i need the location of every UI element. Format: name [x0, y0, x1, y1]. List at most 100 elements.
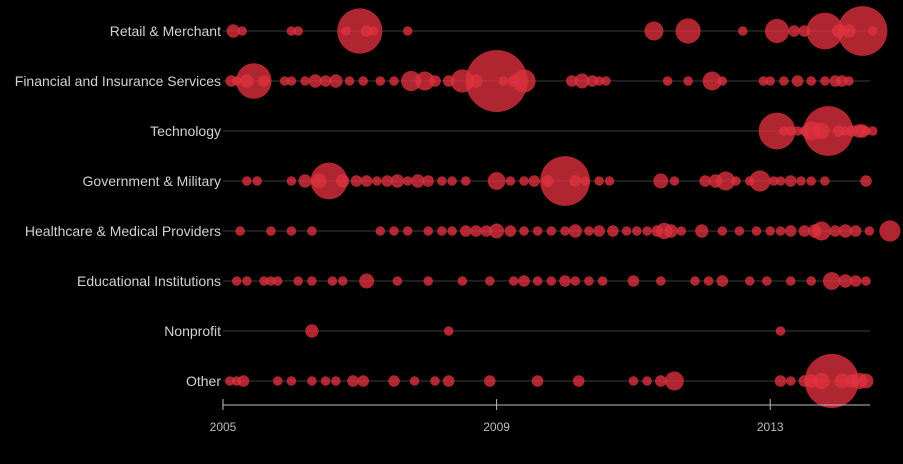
data-point[interactable]: [628, 376, 639, 386]
data-point[interactable]: [272, 276, 283, 286]
data-point[interactable]: [307, 276, 317, 286]
data-point[interactable]: [580, 176, 591, 186]
data-point[interactable]: [505, 176, 516, 186]
data-point[interactable]: [308, 74, 322, 88]
data-point[interactable]: [242, 176, 252, 186]
data-point[interactable]: [792, 126, 803, 136]
data-point[interactable]: [751, 226, 762, 236]
data-point[interactable]: [838, 274, 853, 288]
data-point[interactable]: [258, 75, 270, 87]
data-point[interactable]: [388, 375, 400, 387]
data-point[interactable]: [381, 175, 394, 187]
data-point[interactable]: [734, 226, 745, 236]
data-point[interactable]: [392, 276, 403, 286]
data-point[interactable]: [279, 76, 290, 86]
data-point[interactable]: [655, 375, 667, 387]
data-point[interactable]: [642, 226, 652, 236]
data-point[interactable]: [252, 176, 262, 186]
data-point[interactable]: [806, 276, 816, 286]
data-point[interactable]: [604, 176, 615, 186]
data-point[interactable]: [664, 224, 678, 238]
data-point[interactable]: [597, 276, 608, 286]
data-point[interactable]: [327, 276, 338, 286]
data-point[interactable]: [389, 226, 399, 236]
data-point[interactable]: [570, 276, 581, 286]
data-point[interactable]: [437, 176, 447, 186]
data-point[interactable]: [738, 26, 748, 36]
data-point[interactable]: [423, 276, 434, 286]
data-point[interactable]: [305, 324, 319, 338]
data-point[interactable]: [298, 174, 312, 188]
data-point[interactable]: [300, 76, 310, 86]
data-point[interactable]: [593, 225, 605, 237]
data-point[interactable]: [849, 225, 862, 237]
data-point[interactable]: [879, 220, 901, 242]
data-point[interactable]: [788, 25, 800, 37]
data-point[interactable]: [822, 272, 841, 290]
data-point[interactable]: [717, 76, 728, 86]
data-point[interactable]: [716, 275, 729, 287]
data-point[interactable]: [627, 275, 640, 287]
data-point[interactable]: [749, 170, 771, 192]
data-point[interactable]: [584, 226, 594, 236]
data-point[interactable]: [836, 75, 848, 87]
data-point[interactable]: [266, 276, 276, 286]
data-point[interactable]: [785, 126, 796, 136]
data-point[interactable]: [806, 12, 844, 50]
data-point[interactable]: [411, 174, 425, 188]
data-point[interactable]: [676, 226, 687, 236]
data-point[interactable]: [569, 175, 582, 187]
data-point[interactable]: [699, 175, 711, 187]
data-point[interactable]: [601, 76, 611, 86]
data-point[interactable]: [286, 376, 297, 386]
data-point[interactable]: [861, 276, 871, 286]
data-point[interactable]: [586, 75, 599, 87]
data-point[interactable]: [765, 226, 775, 236]
data-point[interactable]: [532, 226, 543, 236]
data-point[interactable]: [546, 226, 557, 236]
data-point[interactable]: [347, 375, 359, 387]
data-point[interactable]: [368, 26, 379, 36]
data-point[interactable]: [834, 373, 850, 389]
data-point[interactable]: [779, 76, 789, 86]
data-point[interactable]: [508, 276, 519, 286]
data-point[interactable]: [806, 76, 816, 86]
data-point[interactable]: [457, 276, 468, 286]
data-point[interactable]: [487, 172, 506, 190]
data-point[interactable]: [235, 226, 245, 236]
data-point[interactable]: [642, 376, 652, 386]
data-point[interactable]: [656, 276, 666, 286]
data-point[interactable]: [310, 162, 348, 200]
data-point[interactable]: [519, 226, 529, 236]
data-point[interactable]: [236, 63, 272, 99]
data-point[interactable]: [470, 225, 482, 237]
data-point[interactable]: [806, 176, 816, 186]
data-point[interactable]: [774, 375, 787, 387]
data-point[interactable]: [484, 375, 496, 387]
data-point[interactable]: [489, 223, 505, 239]
data-point[interactable]: [480, 225, 493, 237]
data-point[interactable]: [568, 224, 582, 238]
data-point[interactable]: [703, 276, 714, 286]
data-point[interactable]: [844, 76, 854, 86]
data-point[interactable]: [266, 226, 276, 236]
data-point[interactable]: [336, 174, 350, 188]
data-point[interactable]: [669, 176, 680, 186]
data-point[interactable]: [293, 276, 304, 286]
data-point[interactable]: [272, 376, 283, 386]
data-point[interactable]: [560, 226, 570, 236]
data-point[interactable]: [765, 76, 775, 86]
data-point[interactable]: [540, 156, 590, 206]
data-point[interactable]: [423, 226, 434, 236]
data-point[interactable]: [443, 326, 454, 336]
data-point[interactable]: [402, 226, 413, 236]
data-point[interactable]: [784, 225, 797, 237]
data-point[interactable]: [632, 226, 642, 236]
data-point[interactable]: [375, 226, 386, 236]
data-point[interactable]: [307, 226, 317, 236]
data-point[interactable]: [531, 375, 544, 387]
data-point[interactable]: [716, 171, 736, 191]
data-point[interactable]: [572, 375, 585, 387]
data-point[interactable]: [329, 74, 343, 88]
data-point[interactable]: [225, 376, 235, 386]
